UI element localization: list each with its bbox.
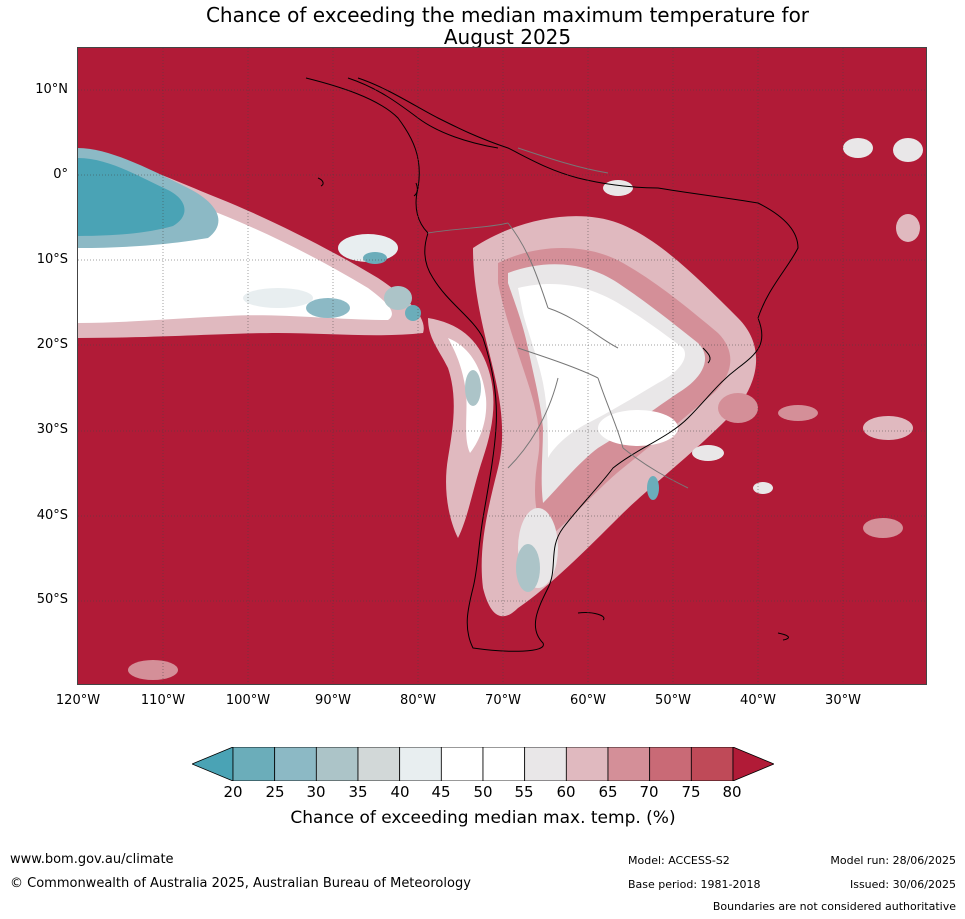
disclaimer-text: Boundaries are not considered authoritat…: [712, 900, 956, 913]
colorbar-tick: 25: [265, 783, 285, 801]
colorbar-cell: [690, 747, 734, 781]
model-text: Model: ACCESS-S2: [628, 854, 730, 867]
atlantic-anomaly-patches: [128, 138, 923, 680]
country-borders: [427, 147, 689, 489]
lon-label-50w: 50°W: [655, 693, 691, 708]
model-run-text: Model run: 28/06/2025: [830, 854, 956, 867]
lon-label-40w: 40°W: [740, 693, 776, 708]
legend-colorbar: [192, 747, 774, 781]
copyright-text: © Commonwealth of Australia 2025, Austra…: [10, 876, 471, 891]
colorbar-tick: 80: [722, 783, 742, 801]
lat-label-50s: 50°S: [36, 592, 68, 607]
colorbar-tick: 20: [223, 783, 243, 801]
colorbar-tick: 45: [431, 783, 451, 801]
colorbar-tick: 70: [639, 783, 659, 801]
colorbar-tick: 60: [556, 783, 576, 801]
issued-text: Issued: 30/06/2025: [849, 878, 956, 891]
lat-label-40s: 40°S: [36, 508, 68, 523]
graticule: [78, 48, 926, 684]
lat-label-10s: 10°S: [36, 252, 68, 267]
colorbar-cell: [565, 747, 609, 781]
colorbar-tick: 30: [306, 783, 326, 801]
colorbar-tick: 40: [390, 783, 410, 801]
colorbar-cell: [232, 747, 276, 781]
colorbar-label: Chance of exceeding median max. temp. (%…: [290, 808, 676, 828]
lon-label-70w: 70°W: [485, 693, 521, 708]
colorbar-tick: 65: [598, 783, 618, 801]
lon-label-120w: 120°W: [55, 693, 101, 708]
colorbar-cell: [357, 747, 401, 781]
base-period-text: Base period: 1981-2018: [628, 878, 761, 891]
colorbar-tick: 50: [473, 783, 493, 801]
lat-label-30s: 30°S: [36, 422, 68, 437]
colorbar-cell: [607, 747, 651, 781]
lon-label-30w: 30°W: [825, 693, 861, 708]
colorbar-cell: [524, 747, 567, 781]
title-line-1: Chance of exceeding the median maximum t…: [205, 3, 810, 27]
lon-label-100w: 100°W: [225, 693, 271, 708]
colorbar-cell: [482, 747, 526, 781]
title-line-2: August 2025: [443, 25, 572, 49]
lat-label-0: 0°: [53, 167, 68, 182]
lat-label-10n: 10°N: [35, 82, 68, 97]
lon-label-90w: 90°W: [315, 693, 351, 708]
forecast-map: [77, 47, 927, 685]
lon-label-60w: 60°W: [570, 693, 606, 708]
colorbar-low-extend: [192, 747, 234, 781]
colorbar-cell: [440, 747, 484, 781]
colorbar-cell: [399, 747, 442, 781]
lon-label-80w: 80°W: [400, 693, 436, 708]
colorbar-cell: [315, 747, 359, 781]
map-title: Chance of exceeding the median maximum t…: [0, 4, 965, 48]
colorbar-tick: 55: [514, 783, 534, 801]
website-link: www.bom.gov.au/climate: [10, 852, 174, 867]
colorbar-cell: [649, 747, 692, 781]
pacific-anomaly-region: [78, 148, 424, 338]
colorbar-cell: [274, 747, 317, 781]
andes-coastal-region: [428, 318, 494, 538]
lat-label-20s: 20°S: [36, 337, 68, 352]
colorbar-tick: 75: [681, 783, 701, 801]
colorbar-tick: 35: [348, 783, 368, 801]
colorbar-high-extend: [732, 747, 774, 781]
lon-label-110w: 110°W: [140, 693, 186, 708]
